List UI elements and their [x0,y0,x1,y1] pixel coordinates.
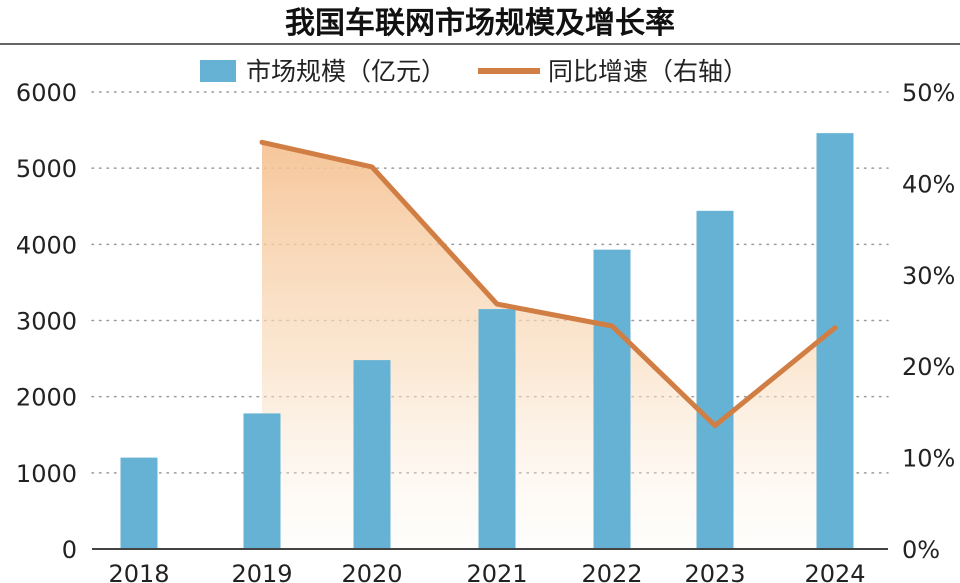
right-tick-label: 0% [902,536,940,564]
x-tick-label: 2024 [804,560,865,583]
bars [120,133,854,550]
left-tick-label: 3000 [16,308,77,336]
x-tick-label: 2020 [341,560,402,583]
bar [478,309,516,549]
right-tick-label: 50% [902,79,955,107]
x-axis-ticks: 2018 2019 2020 2021 2022 2023 2024 [108,560,865,583]
left-tick-label: 5000 [16,155,77,183]
left-tick-label: 4000 [16,231,77,259]
bar [696,210,734,549]
growth-area [262,142,835,549]
left-tick-label: 6000 [16,79,77,107]
right-tick-label: 20% [902,353,955,381]
legend: 市场规模（亿元） 同比增速（右轴） [200,57,748,86]
right-tick-label: 10% [902,445,955,473]
growth-line [259,139,838,429]
left-tick-label: 0 [62,536,77,564]
right-tick-label: 30% [902,262,955,290]
growth-line-path [259,139,838,429]
legend-swatch-bar [200,60,236,82]
x-tick-label: 2021 [466,560,527,583]
x-tick-label: 2018 [108,560,169,583]
right-tick-label: 40% [902,170,955,198]
right-axis-ticks: 0% 10% 20% 30% 40% 50% [902,79,955,564]
bar [120,457,158,549]
bar [353,360,391,549]
x-tick-label: 2022 [581,560,642,583]
x-tick-label: 2023 [684,560,745,583]
growth-area-fill [262,142,835,549]
x-tick-label: 2019 [231,560,292,583]
legend-label-line: 同比增速（右轴） [548,57,748,86]
chart-title: 我国车联网市场规模及增长率 [285,6,675,41]
left-tick-label: 2000 [16,384,77,412]
legend-label-bar: 市场规模（亿元） [246,57,446,86]
left-tick-label: 1000 [16,460,77,488]
left-axis-ticks: 0 1000 2000 3000 4000 5000 6000 [16,79,77,564]
bar [593,249,631,550]
bar [243,413,281,549]
